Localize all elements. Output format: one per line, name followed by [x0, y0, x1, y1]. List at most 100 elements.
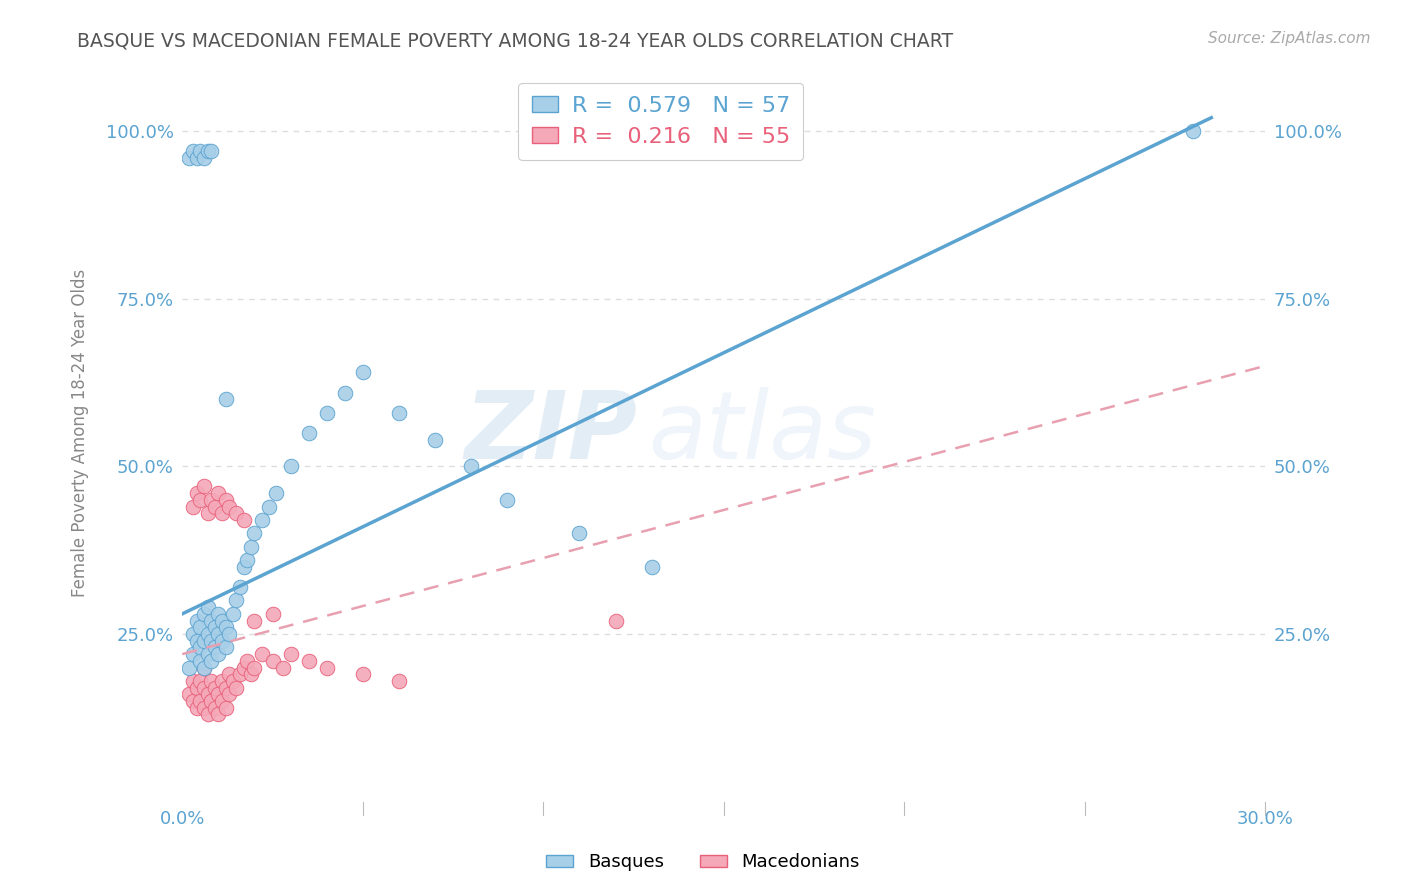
Point — [239, 540, 262, 554]
Point — [200, 654, 222, 668]
Point — [218, 667, 240, 681]
Point — [197, 145, 219, 159]
Point — [181, 500, 204, 514]
Point — [211, 673, 233, 688]
Point — [193, 633, 215, 648]
Point — [218, 500, 240, 514]
Point — [333, 385, 356, 400]
Point — [193, 479, 215, 493]
Point — [496, 492, 519, 507]
Point — [250, 647, 273, 661]
Point — [179, 687, 201, 701]
Point — [188, 654, 211, 668]
Point — [264, 486, 287, 500]
Point — [207, 687, 229, 701]
Point — [352, 366, 374, 380]
Point — [232, 513, 254, 527]
Point — [388, 406, 411, 420]
Point — [207, 627, 229, 641]
Y-axis label: Female Poverty Among 18-24 Year Olds: Female Poverty Among 18-24 Year Olds — [72, 268, 89, 597]
Point — [229, 580, 252, 594]
Point — [204, 681, 226, 695]
Point — [200, 633, 222, 648]
Text: ZIP: ZIP — [464, 387, 637, 479]
Point — [280, 647, 302, 661]
Point — [388, 673, 411, 688]
Point — [239, 667, 262, 681]
Point — [200, 694, 222, 708]
Point — [214, 640, 236, 655]
Point — [207, 607, 229, 621]
Point — [197, 627, 219, 641]
Point — [211, 506, 233, 520]
Point — [605, 614, 627, 628]
Point — [193, 681, 215, 695]
Point — [214, 700, 236, 714]
Point — [222, 673, 245, 688]
Point — [181, 627, 204, 641]
Point — [640, 560, 662, 574]
Point — [214, 492, 236, 507]
Point — [197, 687, 219, 701]
Point — [297, 654, 319, 668]
Point — [243, 614, 266, 628]
Point — [207, 486, 229, 500]
Point — [181, 673, 204, 688]
Point — [204, 620, 226, 634]
Point — [200, 673, 222, 688]
Point — [218, 627, 240, 641]
Point — [179, 660, 201, 674]
Text: atlas: atlas — [648, 387, 876, 478]
Point — [232, 660, 254, 674]
Point — [181, 694, 204, 708]
Point — [186, 681, 208, 695]
Point — [193, 660, 215, 674]
Point — [188, 694, 211, 708]
Point — [193, 660, 215, 674]
Point — [186, 700, 208, 714]
Point — [297, 425, 319, 440]
Point — [262, 654, 284, 668]
Point — [204, 700, 226, 714]
Point — [197, 647, 219, 661]
Point — [186, 614, 208, 628]
Point — [186, 633, 208, 648]
Point — [315, 660, 337, 674]
Point — [423, 433, 446, 447]
Point — [188, 620, 211, 634]
Legend: R =  0.579   N = 57, R =  0.216   N = 55: R = 0.579 N = 57, R = 0.216 N = 55 — [519, 83, 803, 161]
Point — [232, 560, 254, 574]
Point — [204, 640, 226, 655]
Point — [207, 707, 229, 722]
Point — [200, 145, 222, 159]
Point — [207, 647, 229, 661]
Point — [225, 593, 247, 607]
Point — [257, 500, 280, 514]
Point — [243, 526, 266, 541]
Point — [200, 492, 222, 507]
Point — [193, 151, 215, 165]
Point — [225, 681, 247, 695]
Point — [262, 607, 284, 621]
Point — [186, 151, 208, 165]
Point — [181, 145, 204, 159]
Text: Source: ZipAtlas.com: Source: ZipAtlas.com — [1208, 31, 1371, 46]
Point — [250, 513, 273, 527]
Point — [181, 647, 204, 661]
Point — [236, 553, 259, 567]
Point — [197, 707, 219, 722]
Point — [218, 687, 240, 701]
Point — [193, 607, 215, 621]
Point — [179, 151, 201, 165]
Point — [1182, 124, 1205, 138]
Point — [568, 526, 591, 541]
Point — [214, 620, 236, 634]
Point — [204, 500, 226, 514]
Point — [273, 660, 295, 674]
Text: BASQUE VS MACEDONIAN FEMALE POVERTY AMONG 18-24 YEAR OLDS CORRELATION CHART: BASQUE VS MACEDONIAN FEMALE POVERTY AMON… — [77, 31, 953, 50]
Point — [186, 486, 208, 500]
Point — [222, 607, 245, 621]
Point — [211, 694, 233, 708]
Point — [460, 459, 482, 474]
Point — [225, 506, 247, 520]
